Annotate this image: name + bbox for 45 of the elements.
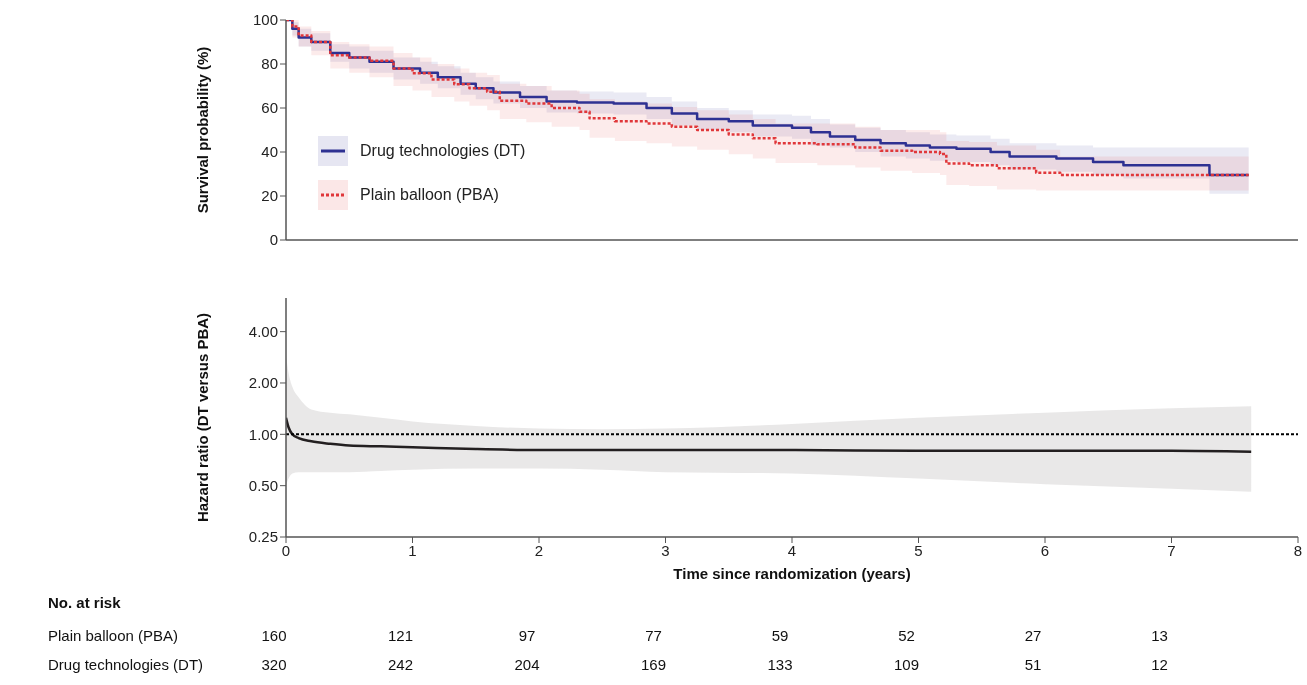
text: 242: [387, 656, 414, 673]
y-tick-label: 0: [269, 231, 278, 249]
y-axis-title: Hazard ratio (DT versus PBA): [194, 312, 211, 523]
x-tick-label: 8: [1293, 541, 1303, 559]
x-tick-label: 5: [914, 541, 923, 559]
text: No. at risk: [48, 594, 121, 611]
text: 160: [260, 627, 288, 644]
y-tick-label: 0.50: [248, 476, 278, 494]
y-axis-title: Survival probability (%): [194, 46, 211, 214]
y-tick-label: 2.00: [248, 374, 278, 392]
text: 51: [1023, 656, 1043, 673]
text: Plain balloon (PBA): [48, 627, 179, 644]
text: 204: [513, 656, 541, 673]
text: 133: [766, 656, 794, 673]
y-tick-label: 100: [252, 11, 278, 29]
y-tick-label: 4.00: [248, 322, 278, 340]
y-tick-label: 40: [261, 143, 278, 161]
legend-label: Plain balloon (PBA): [360, 186, 499, 204]
y-tick-label: 20: [261, 187, 278, 205]
text: Drug technologies (DT): [48, 656, 204, 673]
x-tick-label: 4: [787, 541, 797, 559]
legend-label: Drug technologies (DT): [360, 142, 526, 160]
y-tick-label: 1.00: [248, 425, 278, 443]
text: 13: [1150, 627, 1169, 644]
text: 320: [260, 656, 288, 673]
x-axis-title: Time since randomization (years): [673, 565, 911, 582]
text: 52: [897, 627, 916, 644]
x-tick-label: 2: [534, 541, 544, 559]
x-tick-label: 0: [281, 541, 291, 559]
text: 121: [387, 627, 414, 644]
text: 77: [644, 627, 663, 644]
y-tick-label: 80: [261, 55, 278, 73]
y-tick-label: 0.25: [248, 528, 278, 546]
y-tick-label: 60: [261, 99, 278, 117]
x-tick-label: 7: [1167, 541, 1176, 559]
text: 27: [1023, 627, 1043, 644]
text: 12: [1150, 656, 1169, 673]
x-tick-label: 6: [1040, 541, 1050, 559]
line-series: [286, 416, 1253, 454]
text: 59: [770, 627, 790, 644]
text: 109: [893, 656, 920, 673]
text: 97: [517, 627, 537, 644]
x-tick-label: 3: [661, 541, 670, 559]
x-tick-label: 1: [408, 541, 417, 559]
text: 169: [640, 656, 667, 673]
